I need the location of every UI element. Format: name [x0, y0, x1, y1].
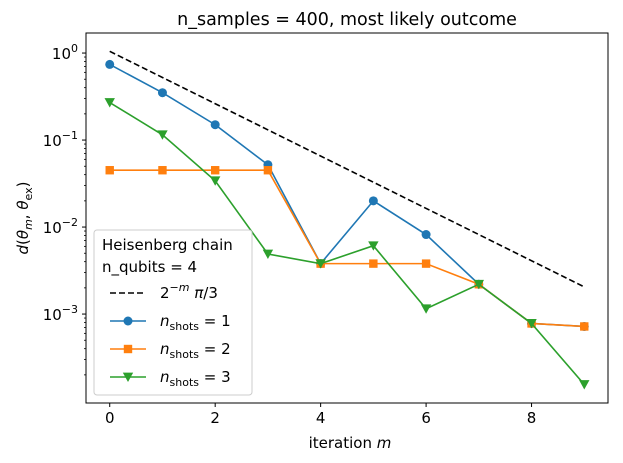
series-2-point-3: [263, 166, 273, 175]
y-tick-label-2: 10−2: [43, 216, 78, 237]
legend-label-0: 2−m π/3: [160, 281, 218, 302]
series-2-point-5: [369, 259, 378, 268]
legend-title-line-1: Heisenberg chain: [102, 236, 233, 254]
legend-label-2: nshots = 2: [160, 340, 231, 361]
x-tick-label-1: 2: [210, 409, 220, 427]
plot-frame: [85, 32, 609, 404]
series-layer: [104, 50, 590, 390]
y-axis: 100 10−1 10−2 10−3: [43, 42, 86, 376]
series-2-point-0: [105, 166, 114, 175]
legend-title-line-2: n_qubits = 4: [102, 258, 197, 277]
x-tick-label-2: 4: [316, 409, 326, 427]
series-3-point-9: [579, 380, 590, 390]
series-0-line: [109, 50, 585, 288]
chart-title: n_samples = 400, most likely outcome: [177, 10, 517, 30]
series-1-point-2: [210, 120, 220, 130]
y-axis-label: d(θm, θex): [14, 182, 35, 255]
series-1-point-5: [368, 196, 378, 206]
legend: Heisenberg chain n_qubits = 4 2−m π/3 nsh…: [93, 229, 253, 396]
series-2-point-6: [421, 259, 431, 268]
y-tick-label-1: 10−1: [43, 129, 78, 150]
series-3-point-0: [104, 98, 115, 108]
legend-label-3: nshots = 3: [160, 368, 231, 389]
series-3-point-1: [157, 130, 168, 140]
series-1-point-6: [421, 230, 431, 240]
legend-marker-3: [122, 372, 134, 382]
series-3-line: [109, 101, 585, 386]
x-axis: 0 2 4 6 8: [105, 403, 536, 427]
x-tick-label-0: 0: [105, 409, 115, 427]
x-axis-label: iteration m: [309, 434, 392, 452]
legend-label-1: nshots = 1: [160, 312, 231, 333]
series-1-point-1: [157, 88, 167, 98]
series-1-point-0: [105, 59, 115, 69]
legend-marker-2: [123, 344, 133, 354]
legend-entries: 2−m π/3 nshots = 1 nshots = 2 nshots = 3: [110, 281, 231, 389]
x-tick-label-4: 8: [527, 409, 537, 427]
legend-marker-1: [123, 316, 133, 326]
series-3-point-4: [315, 259, 326, 269]
series-3-point-3: [262, 249, 274, 259]
series-3-point-5: [368, 241, 379, 251]
series-2-point-9: [580, 322, 589, 331]
y-tick-label-3: 10−3: [43, 303, 78, 324]
legend-box: [93, 229, 253, 396]
series-3-point-2: [209, 176, 221, 186]
series-3-point-8: [526, 319, 537, 329]
x-tick-label-3: 6: [421, 409, 431, 427]
series-2-point-1: [158, 166, 167, 175]
series-2-point-2: [210, 166, 220, 175]
plot-area: [85, 32, 609, 404]
series-3-point-7: [473, 279, 485, 290]
y-tick-label-0: 100: [52, 42, 78, 63]
series-3-point-6: [420, 304, 432, 314]
